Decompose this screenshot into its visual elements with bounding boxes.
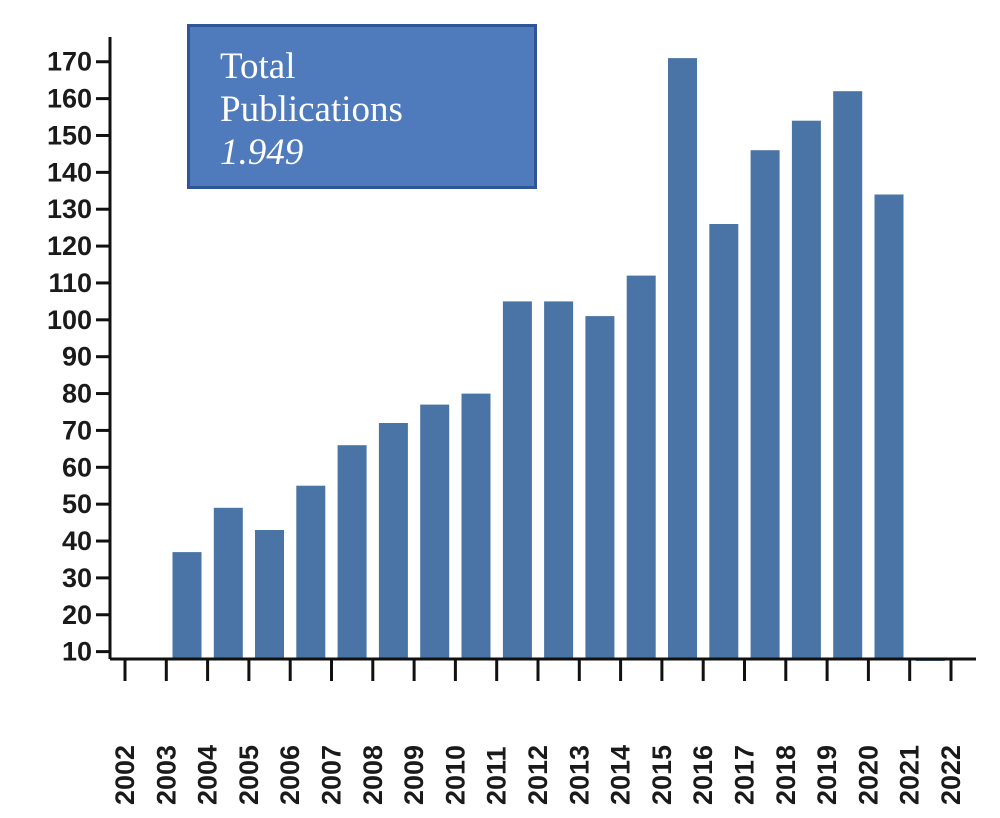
y-tick-label: 170	[47, 47, 92, 77]
y-tick-label: 160	[47, 84, 92, 114]
bar-2004	[213, 507, 243, 659]
bar-2016	[709, 224, 739, 659]
x-tick-label: 2004	[193, 745, 223, 805]
y-tick-label: 80	[62, 379, 92, 409]
bar-2019	[833, 91, 863, 659]
total-publications-value: 1.949	[220, 132, 304, 173]
y-tick-label: 100	[47, 305, 92, 335]
total-publications-title-line2: Publications	[220, 89, 403, 130]
x-tick-label: 2011	[482, 746, 512, 805]
y-tick-label: 30	[62, 563, 92, 593]
total-publications-title-line1: Total	[220, 46, 296, 87]
y-tick-label: 40	[62, 526, 92, 556]
y-tick-label: 10	[62, 637, 92, 667]
total-publications-box: Total Publications 1.949	[187, 24, 537, 189]
y-tick-label: 150	[47, 120, 92, 150]
axes-layer	[108, 37, 976, 661]
x-tick-label: 2003	[151, 745, 181, 805]
bar-2006	[296, 485, 326, 659]
y-tick-label: 50	[62, 489, 92, 519]
y-tick-label: 130	[47, 194, 92, 224]
bar-2010	[461, 393, 491, 659]
bar-2012	[544, 301, 574, 659]
bar-2014	[626, 275, 656, 659]
bars-layer	[172, 58, 945, 661]
bar-2008	[378, 423, 408, 659]
y-ticks-layer: 10 20 30 40 50 60 70 80 90 100 110 120 130 140 150 160 1…	[47, 47, 110, 667]
x-ticks-layer: 2002 2003 2004 2005 2006 2007 2008 2009 2010 2011…	[110, 659, 966, 805]
y-tick-label: 70	[62, 415, 92, 445]
x-tick-label: 2008	[358, 745, 388, 805]
x-tick-label: 2013	[564, 745, 594, 805]
bar-2011	[502, 301, 532, 659]
y-tick-label: 110	[48, 268, 92, 298]
x-tick-label: 2007	[317, 745, 347, 805]
bar-2018	[791, 120, 821, 659]
x-tick-label: 2005	[234, 745, 264, 805]
bar-2015	[668, 58, 697, 660]
bar-2005	[255, 530, 284, 659]
bar-2003	[172, 552, 202, 659]
x-tick-label: 2012	[523, 745, 553, 805]
x-tick-label: 2009	[399, 745, 429, 805]
bar-2009	[420, 404, 450, 659]
y-tick-label: 140	[47, 157, 92, 187]
x-tick-label: 2002	[110, 745, 140, 805]
x-tick-label: 2010	[440, 745, 470, 805]
x-tick-label: 2021	[895, 745, 925, 805]
x-tick-label: 2020	[853, 745, 883, 805]
x-tick-label: 2017	[730, 745, 760, 805]
y-tick-label: 90	[62, 342, 92, 372]
y-tick-label: 120	[47, 231, 92, 261]
bar-2007	[337, 445, 367, 659]
x-tick-label: 2022	[936, 745, 966, 805]
bar-2017	[750, 150, 780, 659]
x-tick-label: 2015	[647, 745, 677, 805]
x-tick-label: 2018	[771, 745, 801, 805]
x-tick-label: 2014	[606, 745, 636, 805]
x-tick-label: 2006	[275, 745, 305, 805]
bar-2013	[585, 316, 615, 659]
bar-2020	[874, 194, 904, 659]
x-tick-label: 2016	[688, 745, 718, 805]
y-tick-label: 20	[62, 600, 92, 630]
x-tick-label: 2019	[812, 745, 842, 805]
y-tick-label: 60	[62, 452, 92, 482]
